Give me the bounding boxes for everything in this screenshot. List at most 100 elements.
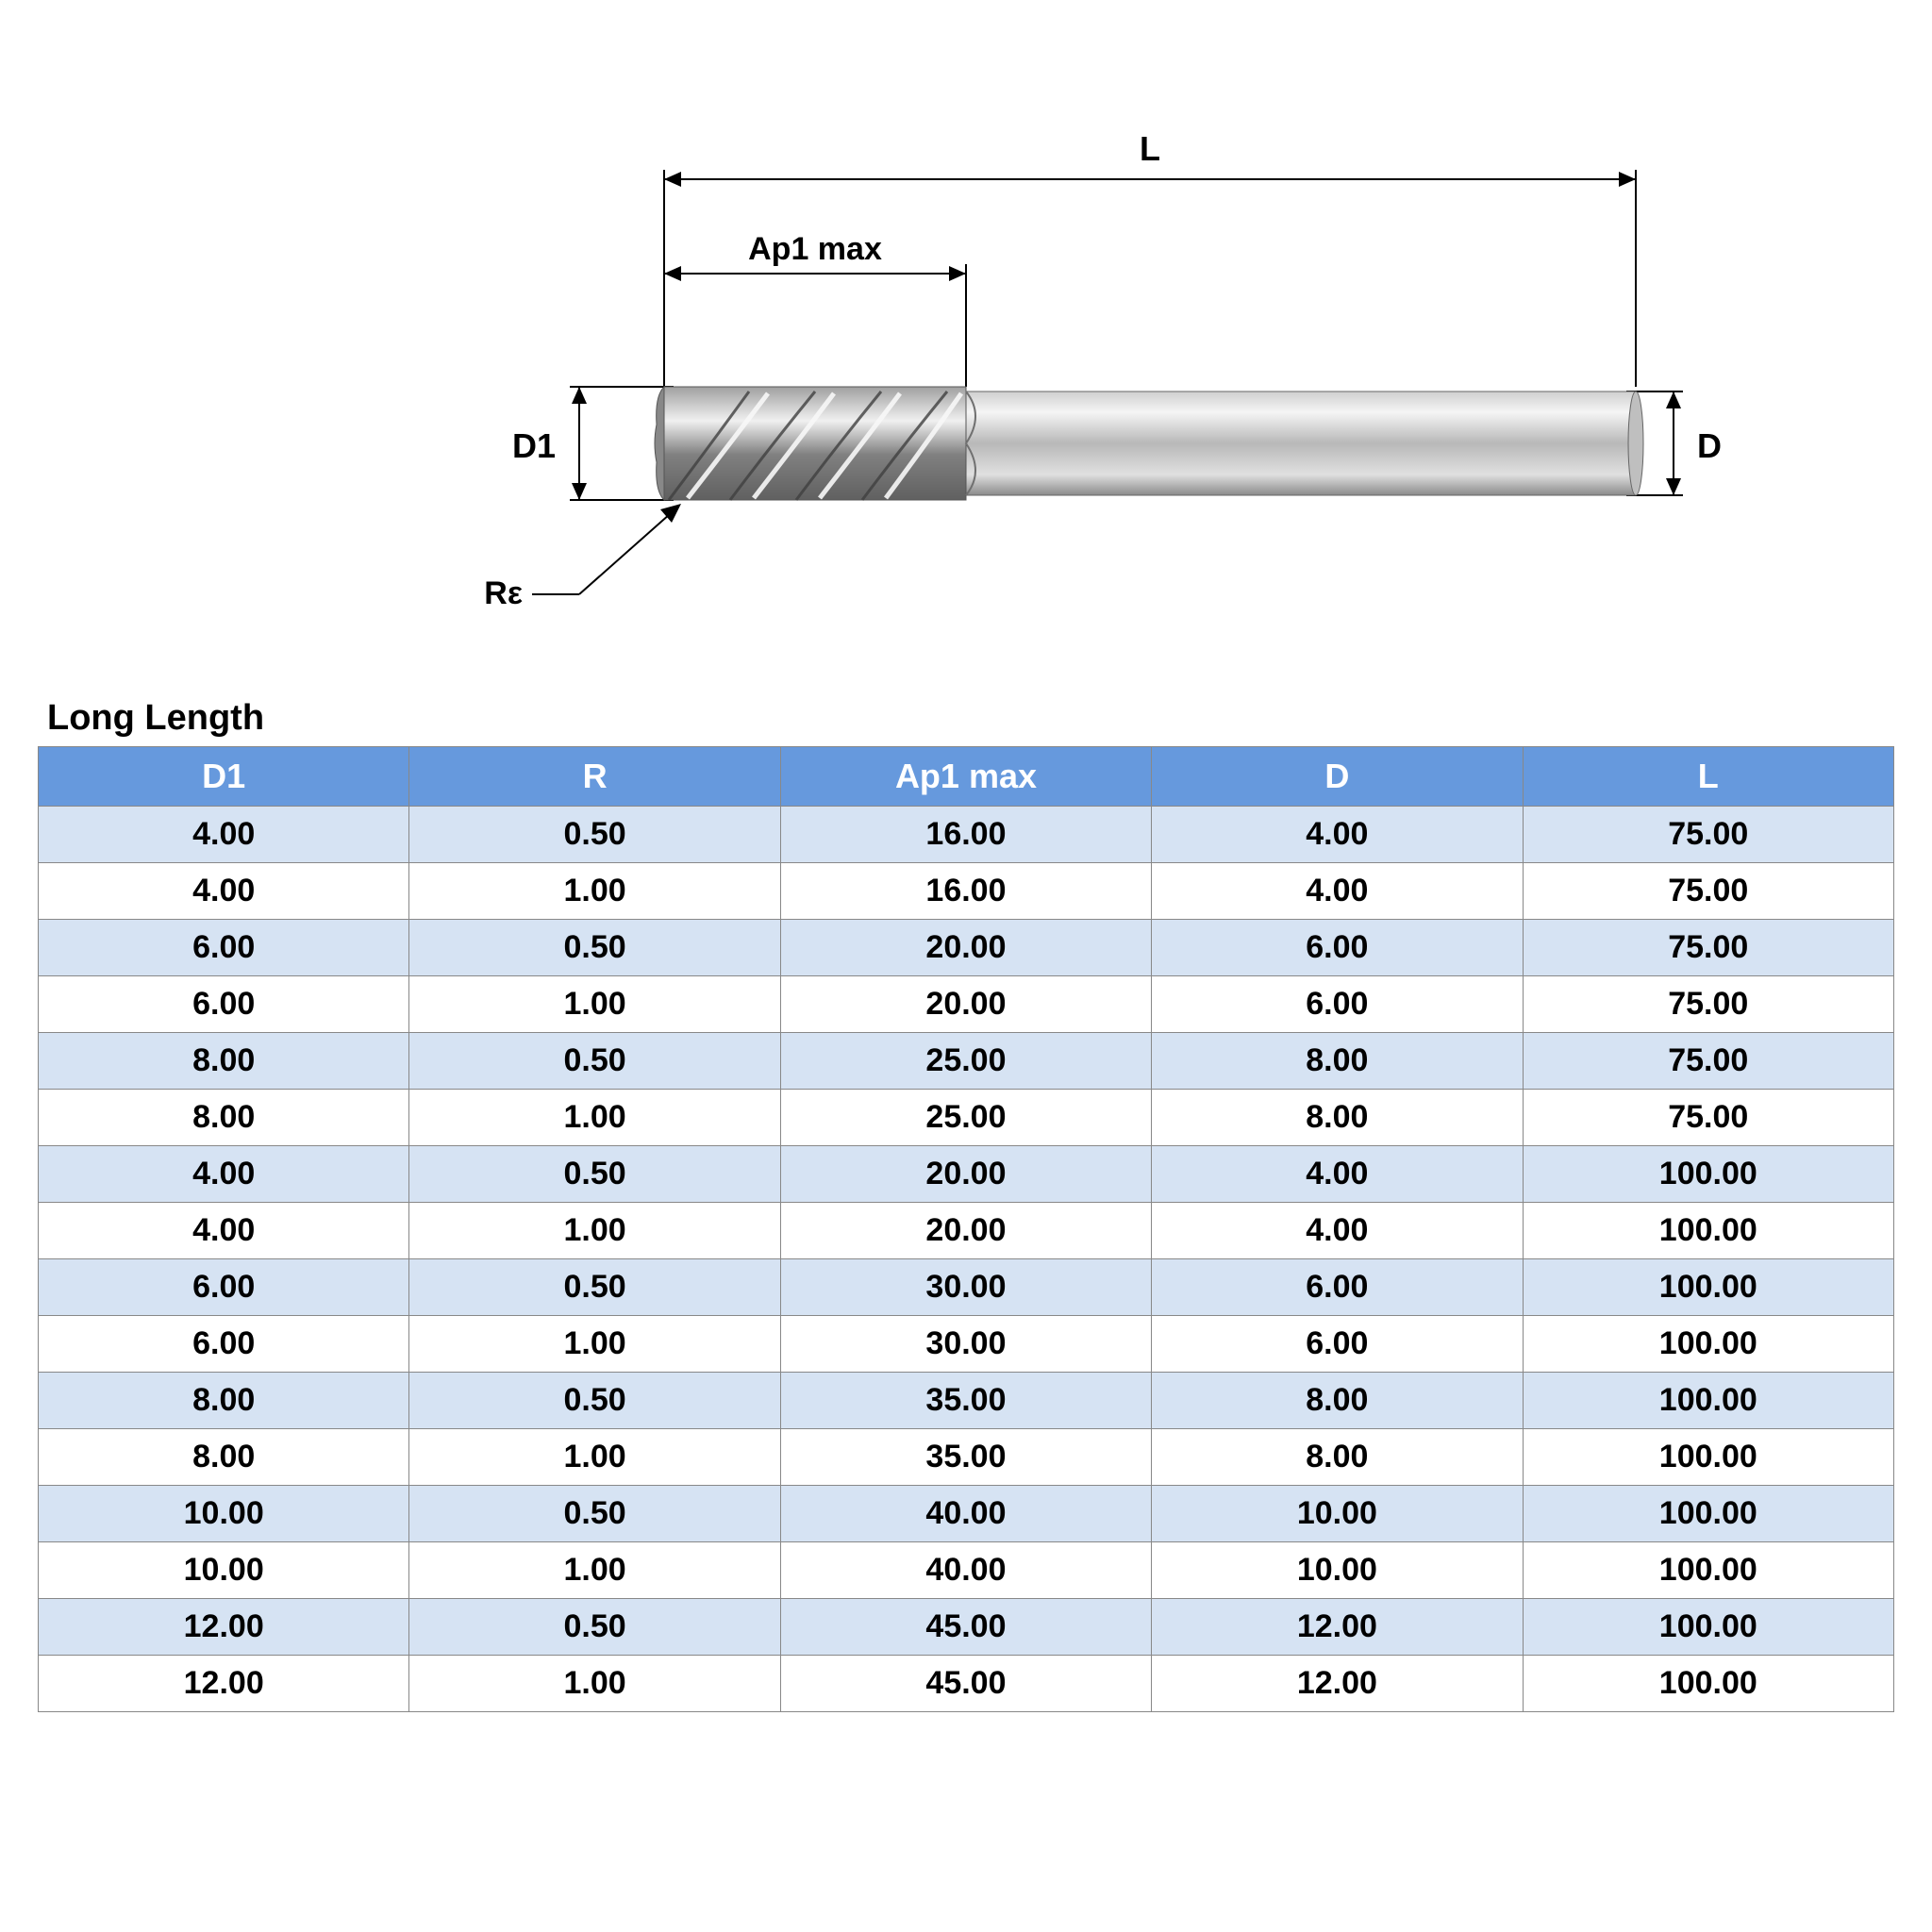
col-header: D1 (39, 747, 409, 807)
cell: 12.00 (1152, 1599, 1523, 1656)
cell: 6.00 (39, 1259, 409, 1316)
label-D1: D1 (512, 426, 556, 465)
cell: 4.00 (1152, 1203, 1523, 1259)
table-row: 4.001.0016.004.0075.00 (39, 863, 1894, 920)
cell: 0.50 (409, 1033, 780, 1090)
cell: 40.00 (780, 1542, 1151, 1599)
cell: 75.00 (1523, 807, 1893, 863)
cell: 20.00 (780, 1203, 1151, 1259)
cell: 100.00 (1523, 1259, 1893, 1316)
cell: 45.00 (780, 1656, 1151, 1712)
cell: 100.00 (1523, 1486, 1893, 1542)
table-row: 10.000.5040.0010.00100.00 (39, 1486, 1894, 1542)
tool-body (655, 387, 1643, 500)
cell: 30.00 (780, 1259, 1151, 1316)
cell: 4.00 (1152, 807, 1523, 863)
col-header: L (1523, 747, 1893, 807)
cell: 6.00 (1152, 1316, 1523, 1373)
cell: 4.00 (39, 1203, 409, 1259)
spec-table: D1RAp1 maxDL 4.000.5016.004.0075.004.001… (38, 746, 1894, 1712)
cell: 8.00 (39, 1429, 409, 1486)
cell: 6.00 (1152, 920, 1523, 976)
cell: 100.00 (1523, 1429, 1893, 1486)
cell: 0.50 (409, 807, 780, 863)
cell: 8.00 (39, 1373, 409, 1429)
cell: 100.00 (1523, 1316, 1893, 1373)
cell: 10.00 (39, 1542, 409, 1599)
cell: 75.00 (1523, 920, 1893, 976)
cell: 25.00 (780, 1033, 1151, 1090)
cell: 8.00 (39, 1090, 409, 1146)
cell: 4.00 (1152, 863, 1523, 920)
cell: 6.00 (39, 1316, 409, 1373)
table-row: 6.000.5030.006.00100.00 (39, 1259, 1894, 1316)
dim-Ap1max: Ap1 max (664, 231, 966, 387)
cell: 35.00 (780, 1429, 1151, 1486)
cell: 16.00 (780, 807, 1151, 863)
table-row: 8.001.0025.008.0075.00 (39, 1090, 1894, 1146)
cell: 12.00 (1152, 1656, 1523, 1712)
cell: 4.00 (39, 807, 409, 863)
cell: 1.00 (409, 1090, 780, 1146)
cell: 100.00 (1523, 1373, 1893, 1429)
cell: 16.00 (780, 863, 1151, 920)
cell: 40.00 (780, 1486, 1151, 1542)
cell: 100.00 (1523, 1203, 1893, 1259)
table-row: 8.001.0035.008.00100.00 (39, 1429, 1894, 1486)
cell: 100.00 (1523, 1146, 1893, 1203)
table-row: 8.000.5035.008.00100.00 (39, 1373, 1894, 1429)
cell: 10.00 (1152, 1542, 1523, 1599)
cell: 0.50 (409, 920, 780, 976)
table-row: 4.001.0020.004.00100.00 (39, 1203, 1894, 1259)
dim-Re: Rε (484, 504, 681, 611)
cell: 12.00 (39, 1656, 409, 1712)
cell: 8.00 (1152, 1373, 1523, 1429)
label-L: L (1140, 129, 1160, 168)
cell: 1.00 (409, 1203, 780, 1259)
cell: 75.00 (1523, 863, 1893, 920)
table-row: 6.001.0020.006.0075.00 (39, 976, 1894, 1033)
cell: 30.00 (780, 1316, 1151, 1373)
cell: 1.00 (409, 1316, 780, 1373)
cell: 10.00 (1152, 1486, 1523, 1542)
cell: 1.00 (409, 1656, 780, 1712)
cell: 1.00 (409, 863, 780, 920)
cell: 0.50 (409, 1486, 780, 1542)
label-D: D (1697, 426, 1722, 465)
cell: 6.00 (1152, 1259, 1523, 1316)
cell: 100.00 (1523, 1656, 1893, 1712)
table-row: 6.001.0030.006.00100.00 (39, 1316, 1894, 1373)
cell: 6.00 (1152, 976, 1523, 1033)
table-row: 6.000.5020.006.0075.00 (39, 920, 1894, 976)
tool-diagram: L Ap1 max D1 (38, 38, 1894, 679)
cell: 8.00 (39, 1033, 409, 1090)
col-header: R (409, 747, 780, 807)
label-Ap1max: Ap1 max (748, 231, 882, 267)
label-Re: Rε (484, 575, 523, 611)
cell: 6.00 (39, 920, 409, 976)
cell: 35.00 (780, 1373, 1151, 1429)
col-header: D (1152, 747, 1523, 807)
cell: 0.50 (409, 1146, 780, 1203)
cell: 75.00 (1523, 976, 1893, 1033)
cell: 0.50 (409, 1259, 780, 1316)
cell: 1.00 (409, 1429, 780, 1486)
cell: 10.00 (39, 1486, 409, 1542)
cell: 4.00 (1152, 1146, 1523, 1203)
cell: 45.00 (780, 1599, 1151, 1656)
cell: 8.00 (1152, 1033, 1523, 1090)
table-row: 10.001.0040.0010.00100.00 (39, 1542, 1894, 1599)
col-header: Ap1 max (780, 747, 1151, 807)
table-row: 4.000.5016.004.0075.00 (39, 807, 1894, 863)
cell: 1.00 (409, 1542, 780, 1599)
cell: 100.00 (1523, 1542, 1893, 1599)
table-row: 4.000.5020.004.00100.00 (39, 1146, 1894, 1203)
cell: 100.00 (1523, 1599, 1893, 1656)
endmill-drawing: L Ap1 max D1 (164, 38, 1768, 660)
cell: 20.00 (780, 1146, 1151, 1203)
cell: 20.00 (780, 920, 1151, 976)
cell: 4.00 (39, 863, 409, 920)
cell: 6.00 (39, 976, 409, 1033)
section-title: Long Length (38, 698, 1894, 739)
cell: 75.00 (1523, 1033, 1893, 1090)
